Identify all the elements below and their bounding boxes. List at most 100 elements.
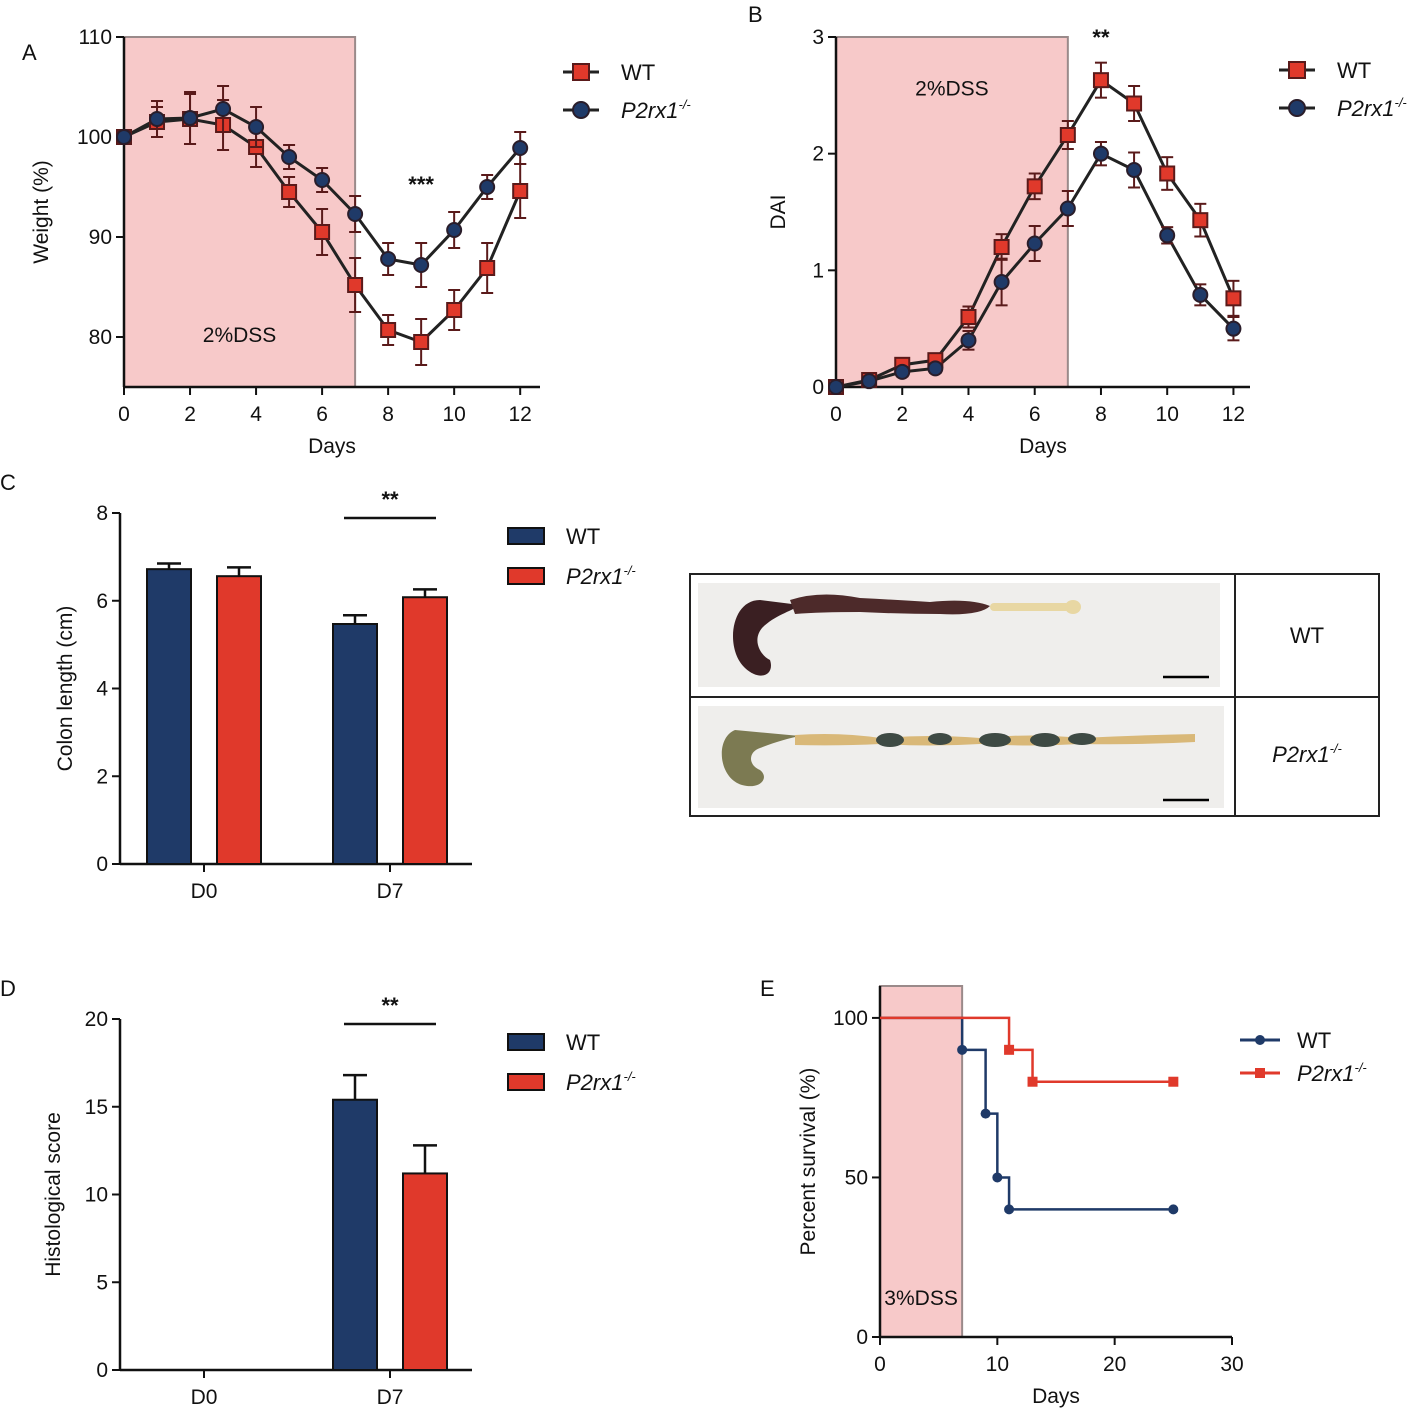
x-tick-label: 12 xyxy=(1222,403,1245,426)
data-point xyxy=(479,260,496,276)
data-point xyxy=(347,277,364,293)
legend-marker xyxy=(1255,1068,1265,1078)
legend-label-ko: P2rx1-/- xyxy=(621,97,691,123)
x-tick-label: 4 xyxy=(250,403,262,426)
data-point xyxy=(512,183,529,199)
panel-letter: D xyxy=(0,976,16,1001)
data-point xyxy=(149,111,166,127)
y-tick-label: 6 xyxy=(96,590,108,613)
x-tick-label: 4 xyxy=(963,403,975,426)
legend-label-wt: WT xyxy=(1337,58,1371,83)
y-tick-label: 110 xyxy=(79,26,112,49)
data-point xyxy=(281,184,298,200)
bar xyxy=(216,575,262,865)
x-tick-label: 6 xyxy=(1029,403,1041,426)
y-tick-label: 100 xyxy=(77,126,112,149)
data-point xyxy=(927,360,944,377)
significance-mark: *** xyxy=(408,172,434,197)
data-point xyxy=(861,373,878,390)
significance-mark: ** xyxy=(381,487,399,512)
data-point xyxy=(1192,286,1209,303)
y-tick-label: 80 xyxy=(89,326,112,349)
data-point xyxy=(960,332,977,349)
colon-photo-panel: WT P2rx1-/- xyxy=(689,573,1380,817)
y-axis-title: Percent survival (%) xyxy=(797,1068,820,1256)
legend-marker xyxy=(1288,61,1306,79)
survival-point xyxy=(1168,1204,1179,1215)
legend-label-wt: WT xyxy=(621,60,655,85)
band-label: 2%DSS xyxy=(203,324,277,347)
y-tick-label: 3 xyxy=(812,26,824,49)
data-point xyxy=(413,334,430,350)
bar xyxy=(402,1172,448,1371)
data-point xyxy=(1026,178,1043,195)
panel-letter: C xyxy=(0,470,16,495)
x-tick-label: 10 xyxy=(1156,403,1179,426)
photo-label-ko: P2rx1-/- xyxy=(1272,741,1342,767)
y-axis-title: Colon length (cm) xyxy=(54,606,77,772)
x-tick-label: 2 xyxy=(896,403,908,426)
x-tick-label: D0 xyxy=(191,880,218,903)
y-tick-label: 0 xyxy=(96,1359,108,1382)
data-point xyxy=(479,179,496,195)
survival-point xyxy=(1004,1044,1015,1055)
legend-label-ko: P2rx1-/- xyxy=(1337,95,1407,121)
x-tick-label: 6 xyxy=(316,403,328,426)
data-point xyxy=(1026,235,1043,252)
data-point xyxy=(1126,162,1143,178)
x-tick-label: 12 xyxy=(509,403,532,426)
treatment-band xyxy=(835,36,1069,388)
data-point xyxy=(1192,212,1209,229)
data-point xyxy=(512,140,529,156)
data-point xyxy=(248,119,265,135)
panel-letter: B xyxy=(748,2,763,27)
x-axis-title: Days xyxy=(1032,1385,1080,1408)
data-point xyxy=(1225,290,1242,307)
y-tick-label: 1 xyxy=(812,259,824,282)
y-axis-title: Histological score xyxy=(42,1112,65,1277)
data-point xyxy=(446,222,463,238)
survival-point xyxy=(1168,1076,1179,1087)
panel-a-weight-chart: A 2%DSS 0 2 4 6 8 10 12 80 90 100 110 Days Weight (%) *… xyxy=(22,26,691,458)
data-point xyxy=(960,309,977,325)
data-point xyxy=(993,274,1010,290)
bar xyxy=(332,623,378,865)
treatment-band xyxy=(879,985,964,1338)
legend-swatch xyxy=(507,527,545,545)
y-tick-label: 20 xyxy=(85,1008,108,1031)
y-tick-label: 8 xyxy=(96,502,108,525)
x-tick-label: 30 xyxy=(1220,1353,1243,1376)
y-axis-title: DAI xyxy=(767,194,790,229)
legend-label-wt: WT xyxy=(566,1030,600,1055)
data-point xyxy=(413,257,430,273)
wt-colon-image xyxy=(698,583,1220,687)
legend-label-ko: P2rx1-/- xyxy=(1297,1060,1367,1086)
data-point xyxy=(380,322,397,338)
x-tick-label: 0 xyxy=(830,403,842,426)
x-tick-label: 0 xyxy=(118,403,130,426)
x-tick-label: 0 xyxy=(874,1353,886,1376)
data-point xyxy=(116,129,132,145)
x-tick-label: 10 xyxy=(442,403,465,426)
y-tick-label: 5 xyxy=(96,1271,108,1294)
panel-letter: E xyxy=(760,976,775,1001)
x-tick-label: D0 xyxy=(191,1386,218,1409)
y-tick-label: 10 xyxy=(85,1184,108,1207)
data-point xyxy=(1126,95,1143,112)
data-point xyxy=(1159,227,1176,244)
survival-point xyxy=(957,1044,968,1055)
survival-point xyxy=(1004,1204,1015,1215)
legend: WT P2rx1-/- xyxy=(507,1030,636,1095)
legend-label-ko: P2rx1-/- xyxy=(566,1069,636,1095)
data-point xyxy=(446,302,463,318)
legend-label-ko: P2rx1-/- xyxy=(566,563,636,589)
x-axis-title: Days xyxy=(308,435,356,458)
data-point xyxy=(1092,145,1109,162)
x-tick-label: D7 xyxy=(377,1386,404,1409)
data-point xyxy=(1059,200,1076,217)
x-tick-label: 8 xyxy=(1095,403,1107,426)
legend-swatch xyxy=(507,1033,545,1051)
data-point xyxy=(1092,72,1109,89)
